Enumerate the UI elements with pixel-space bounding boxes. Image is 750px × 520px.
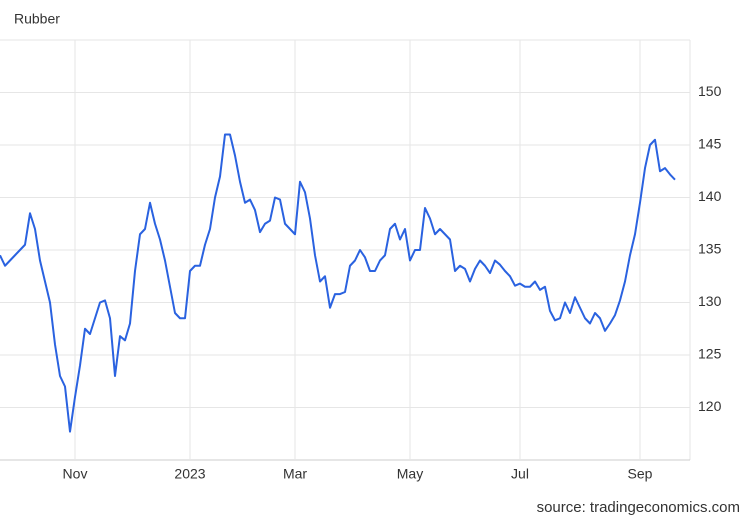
- y-tick-label: 125: [698, 346, 722, 362]
- x-tick-label: 2023: [174, 466, 205, 482]
- x-tick-label: May: [397, 466, 423, 482]
- line: [0, 133, 676, 433]
- y-tick-label: 130: [698, 293, 722, 309]
- y-tick-label: 140: [698, 188, 722, 204]
- y-tick-label: 145: [698, 136, 722, 152]
- source: source: tradingeconomics.com: [537, 499, 740, 516]
- chart-title: Rubber: [14, 11, 60, 27]
- x-tick-label: Jul: [511, 466, 529, 482]
- y-tick-label: 120: [698, 398, 722, 414]
- x-tick-label: Sep: [628, 466, 653, 482]
- y-tick-label: 150: [698, 83, 722, 99]
- x-tick-label: Nov: [63, 466, 88, 482]
- y-tick-label: 135: [698, 241, 722, 257]
- x-tick-label: Mar: [283, 466, 307, 482]
